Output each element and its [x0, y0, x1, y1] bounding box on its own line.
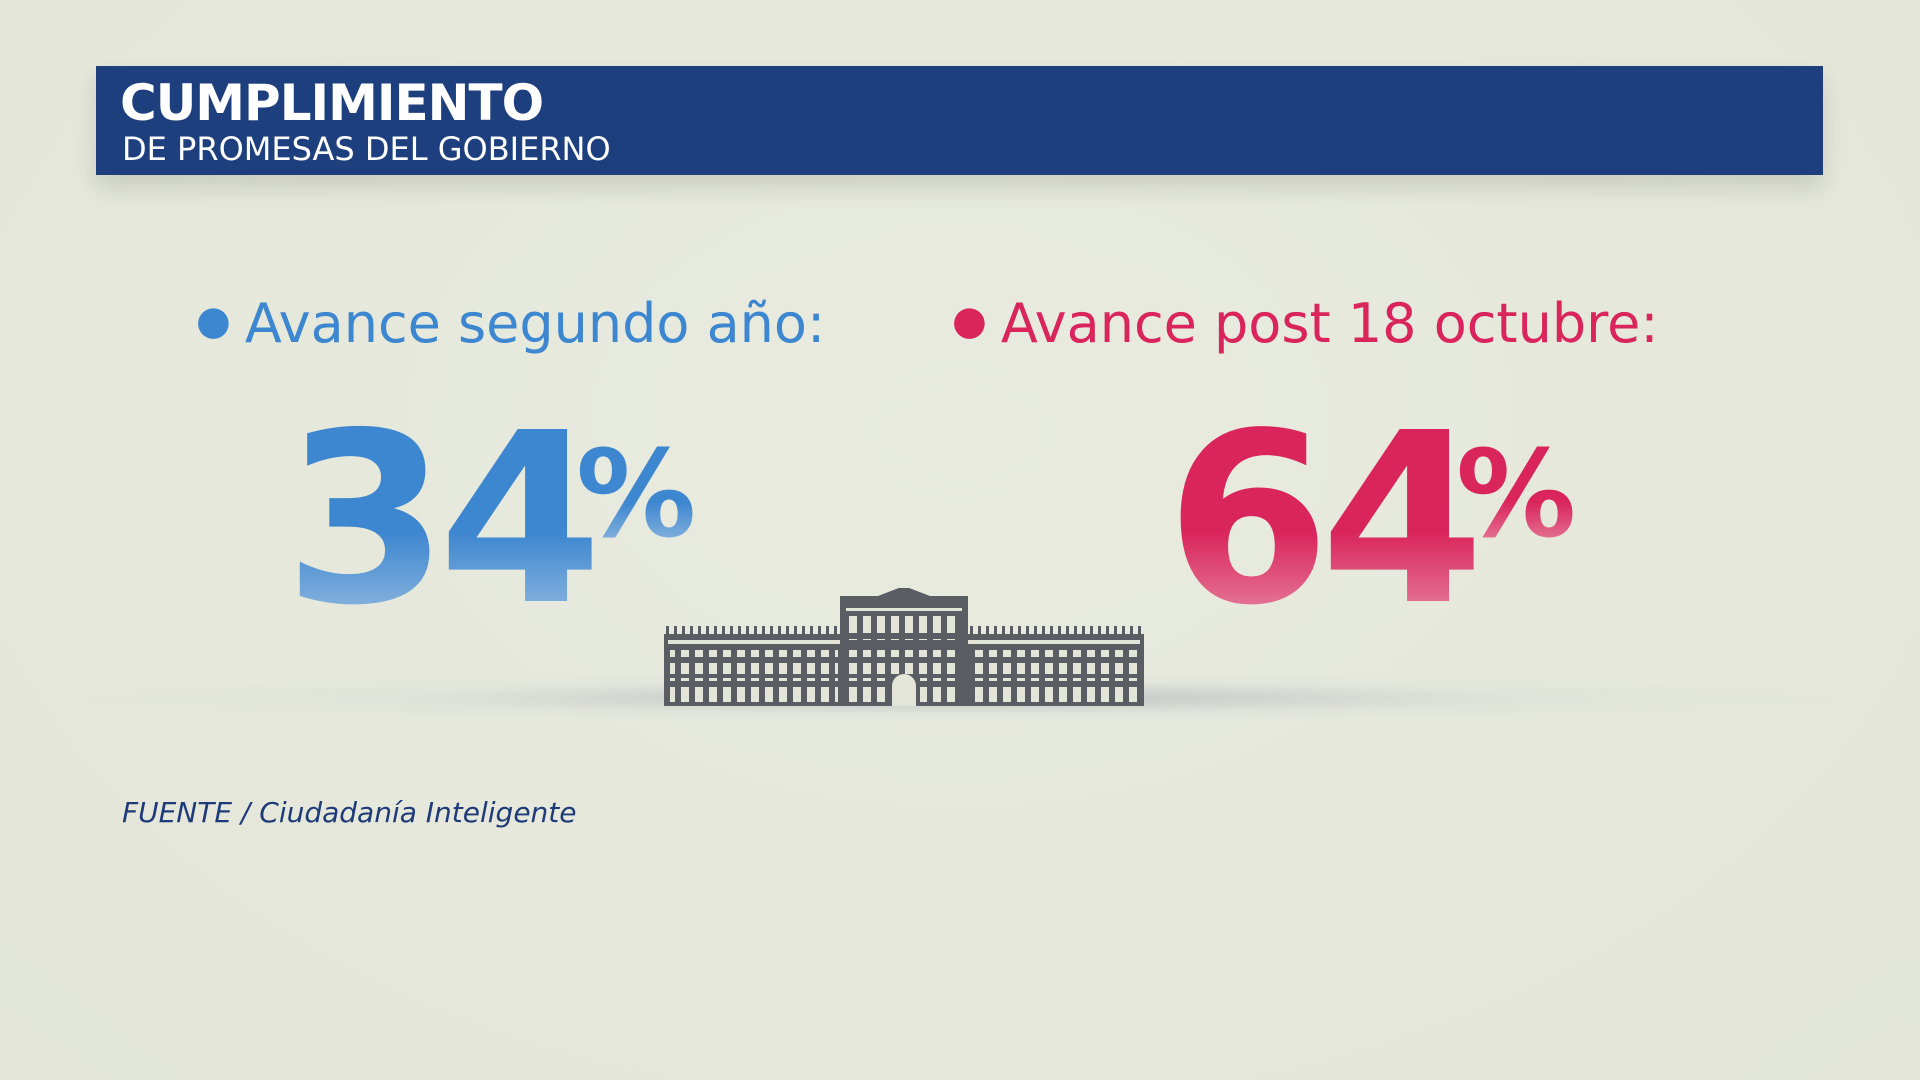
stat-value: 64 — [1166, 382, 1484, 657]
stat-unit: % — [1456, 426, 1577, 565]
stat-label-text: Avance segundo año: — [244, 292, 826, 355]
stat-label-text: Avance post 18 octubre: — [1000, 292, 1659, 355]
stat-label: ● Avance segundo año: — [196, 292, 825, 355]
subtitle: DE PROMESAS DEL GOBIERNO — [122, 130, 611, 168]
title: CUMPLIMIENTO — [120, 74, 544, 132]
stat-unit: % — [576, 426, 697, 565]
bullet: ● — [196, 298, 231, 344]
bullet: ● — [952, 298, 987, 344]
source: FUENTE / Ciudadanía Inteligente — [122, 796, 577, 829]
building-icon — [664, 588, 1144, 706]
stat-label: ● Avance post 18 octubre: — [952, 292, 1659, 355]
header-bar: CUMPLIMIENTO DE PROMESAS DEL GOBIERNO — [96, 66, 1823, 175]
stat-value: 34 — [284, 382, 602, 657]
